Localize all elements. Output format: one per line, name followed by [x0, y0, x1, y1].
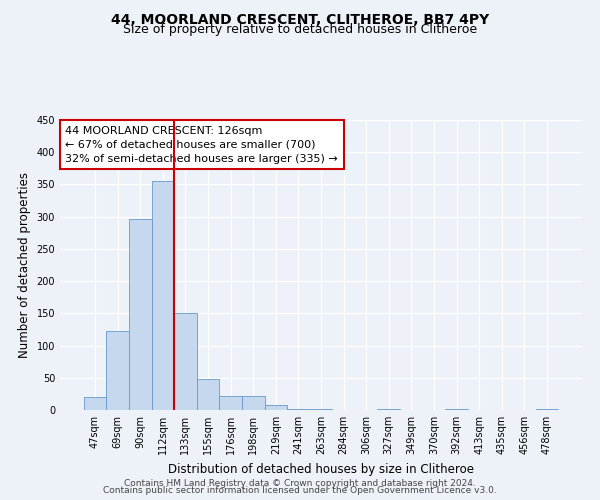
Bar — [129, 218, 152, 410]
X-axis label: Distribution of detached houses by size in Clitheroe: Distribution of detached houses by size … — [168, 462, 474, 475]
Text: 44 MOORLAND CRESCENT: 126sqm
← 67% of detached houses are smaller (700)
32% of s: 44 MOORLAND CRESCENT: 126sqm ← 67% of de… — [65, 126, 338, 164]
Bar — [84, 397, 106, 410]
Bar — [242, 396, 265, 410]
Y-axis label: Number of detached properties: Number of detached properties — [18, 172, 31, 358]
Text: Contains HM Land Registry data © Crown copyright and database right 2024.: Contains HM Land Registry data © Crown c… — [124, 478, 476, 488]
Bar — [287, 408, 310, 410]
Bar — [220, 396, 242, 410]
Bar — [197, 379, 220, 410]
Bar — [152, 181, 174, 410]
Bar — [265, 406, 287, 410]
Bar — [174, 314, 197, 410]
Text: Contains public sector information licensed under the Open Government Licence v3: Contains public sector information licen… — [103, 486, 497, 495]
Text: Size of property relative to detached houses in Clitheroe: Size of property relative to detached ho… — [123, 22, 477, 36]
Bar — [106, 330, 129, 410]
Text: 44, MOORLAND CRESCENT, CLITHEROE, BB7 4PY: 44, MOORLAND CRESCENT, CLITHEROE, BB7 4P… — [111, 12, 489, 26]
